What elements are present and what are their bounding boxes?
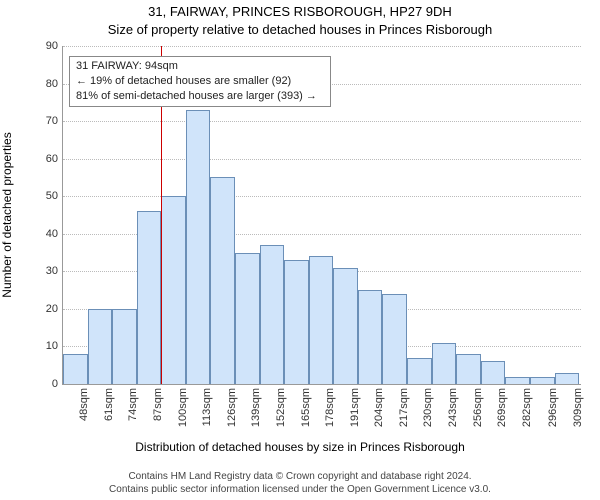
footer-line-1: Contains HM Land Registry data © Crown c…	[0, 470, 600, 483]
x-tick-label: 87sqm	[152, 388, 164, 421]
x-tick-label: 269sqm	[496, 388, 508, 427]
footer-line-2: Contains public sector information licen…	[0, 483, 600, 496]
grid-line	[63, 159, 581, 160]
chart-footer: Contains HM Land Registry data © Crown c…	[0, 470, 600, 496]
y-tick-label: 10	[46, 340, 63, 352]
histogram-bar	[555, 373, 580, 384]
y-tick-label: 50	[46, 190, 63, 202]
info-box-line: 81% of semi-detached houses are larger (…	[76, 89, 324, 104]
histogram-bar	[382, 294, 407, 384]
x-axis-label: Distribution of detached houses by size …	[0, 440, 600, 454]
x-tick-label: 113sqm	[201, 388, 213, 426]
y-tick-label: 60	[46, 153, 63, 165]
x-tick-label: 74sqm	[127, 388, 139, 421]
histogram-bar	[112, 309, 137, 384]
x-tick-label: 309sqm	[572, 388, 584, 427]
y-tick-label: 20	[46, 303, 63, 315]
y-tick-label: 80	[46, 78, 63, 90]
histogram-bar	[432, 343, 457, 384]
x-tick-label: 126sqm	[226, 388, 238, 427]
y-tick-label: 0	[52, 378, 63, 390]
histogram-bar	[235, 253, 260, 384]
histogram-bar	[407, 358, 432, 384]
histogram-bar	[284, 260, 309, 384]
x-tick-label: 230sqm	[422, 388, 434, 427]
histogram-bar	[309, 256, 334, 384]
histogram-bar	[481, 361, 506, 384]
y-axis-label: Number of detached properties	[0, 132, 14, 297]
x-tick-label: 296sqm	[547, 388, 559, 427]
x-tick-label: 204sqm	[373, 388, 385, 427]
y-tick-label: 40	[46, 228, 63, 240]
x-tick-label: 191sqm	[349, 388, 361, 427]
histogram-bar	[186, 110, 211, 384]
chart-container: 31, FAIRWAY, PRINCES RISBOROUGH, HP27 9D…	[0, 0, 600, 500]
histogram-bar	[456, 354, 481, 384]
histogram-bar	[505, 377, 530, 385]
histogram-bar	[88, 309, 113, 384]
y-tick-label: 70	[46, 115, 63, 127]
chart-title: 31, FAIRWAY, PRINCES RISBOROUGH, HP27 9D…	[0, 4, 600, 19]
histogram-bar	[63, 354, 88, 384]
grid-line	[63, 196, 581, 197]
histogram-bar	[530, 377, 555, 385]
x-tick-label: 178sqm	[324, 388, 336, 427]
histogram-bar	[260, 245, 285, 384]
x-tick-label: 217sqm	[398, 388, 410, 427]
histogram-bar	[161, 196, 186, 384]
histogram-bar	[137, 211, 162, 384]
info-box-line: 31 FAIRWAY: 94sqm	[76, 59, 324, 74]
x-tick-label: 256sqm	[472, 388, 484, 427]
histogram-bar	[210, 177, 235, 384]
grid-line	[63, 121, 581, 122]
y-tick-label: 90	[46, 40, 63, 52]
info-box-line: ← 19% of detached houses are smaller (92…	[76, 74, 324, 89]
histogram-bar	[333, 268, 358, 384]
chart-subtitle: Size of property relative to detached ho…	[0, 22, 600, 37]
x-tick-label: 48sqm	[78, 388, 90, 421]
x-tick-label: 152sqm	[275, 388, 287, 427]
x-tick-label: 282sqm	[521, 388, 533, 427]
x-tick-label: 243sqm	[447, 388, 459, 427]
grid-line	[63, 46, 581, 47]
histogram-bar	[358, 290, 383, 384]
y-tick-label: 30	[46, 265, 63, 277]
x-tick-label: 61sqm	[103, 388, 115, 421]
x-tick-label: 100sqm	[177, 388, 189, 427]
plot-area: 010203040506070809048sqm61sqm74sqm87sqm1…	[62, 46, 581, 385]
x-tick-label: 139sqm	[250, 388, 262, 427]
x-tick-label: 165sqm	[300, 388, 312, 427]
info-box: 31 FAIRWAY: 94sqm← 19% of detached house…	[69, 56, 331, 107]
